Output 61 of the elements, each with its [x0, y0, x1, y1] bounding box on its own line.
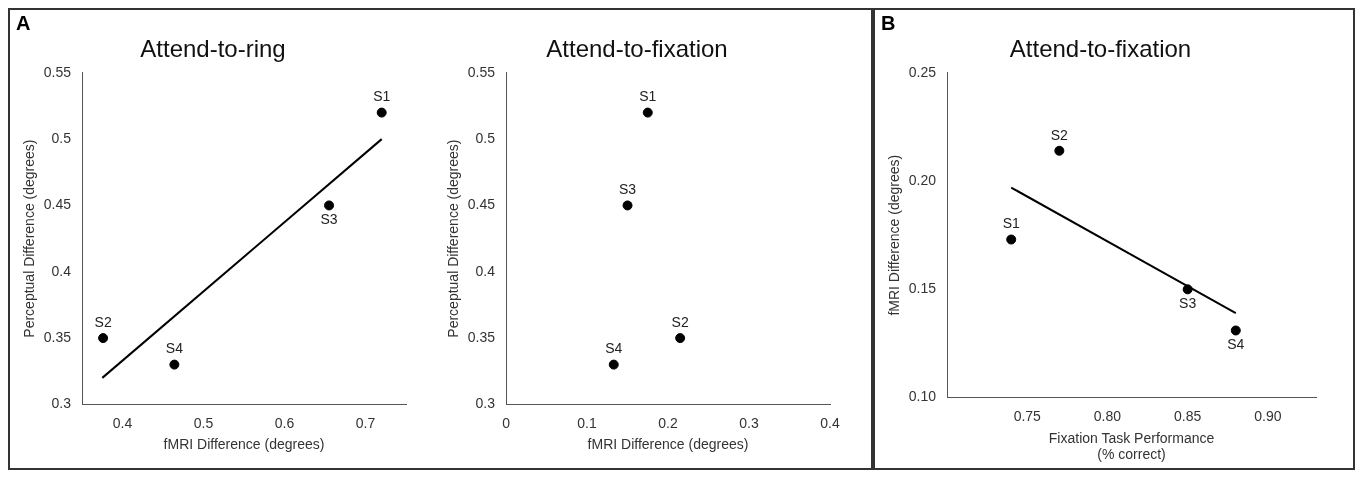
point	[169, 359, 180, 370]
chart-title: Attend-to-ring	[140, 35, 286, 63]
text: B	[881, 12, 896, 35]
y-tick-label: 0.45	[467, 196, 496, 213]
x-tick-label: 0.4	[820, 414, 840, 431]
data-label: S4	[605, 340, 623, 357]
x-tick-label: 0.80	[1093, 407, 1122, 424]
y-tick-label: 0.3	[475, 395, 496, 412]
y-tick-label: 0.5	[51, 129, 72, 146]
point	[1230, 325, 1241, 336]
data-label: S1	[639, 88, 657, 105]
y-axis-title: Perceptual Difference (degrees)	[445, 139, 462, 338]
x-tick-label: 0.6	[274, 414, 295, 431]
point	[1182, 284, 1193, 295]
x-tick-label: 0.90	[1254, 407, 1282, 424]
x-tick-label: 0.4	[112, 414, 133, 431]
data-label: S1	[1002, 215, 1020, 232]
y-tick-label: 0.35	[43, 328, 72, 345]
data-label: S3	[618, 181, 637, 198]
point	[642, 107, 653, 118]
point	[675, 333, 686, 344]
y-tick-label: 0.55	[43, 63, 72, 80]
point	[324, 200, 335, 211]
data-label: S2	[671, 313, 689, 330]
data-label: S3	[1179, 295, 1197, 312]
y-tick-label: 0.45	[43, 196, 72, 213]
point	[622, 200, 633, 211]
data-label: S2	[94, 313, 112, 330]
data-label: S4	[1227, 336, 1245, 353]
data-label: S3	[320, 211, 338, 228]
y-tick-label: 0.4	[51, 262, 72, 279]
y-tick-label: 0.10	[908, 388, 937, 405]
x-tick-label: 0.3	[739, 414, 759, 431]
x-tick-label: 0.85	[1174, 407, 1202, 424]
x-tick-label: 0	[502, 414, 511, 431]
y-tick-label: 0.35	[467, 328, 496, 345]
y-axis-title: Perceptual Difference (degrees)	[21, 139, 38, 338]
text: A	[16, 12, 31, 35]
y-tick-label: 0.15	[908, 280, 937, 297]
point	[98, 333, 109, 344]
point	[376, 107, 387, 118]
y-tick-label: 0.4	[475, 262, 496, 279]
y-tick-label: 0.20	[908, 171, 937, 188]
x-tick-label: 0.75	[1013, 407, 1042, 424]
y-tick-label: 0.5	[475, 129, 496, 146]
y-axis-title: fMRI Difference (degrees)	[886, 154, 903, 316]
y-tick-label: 0.55	[467, 63, 496, 80]
point	[608, 359, 619, 370]
point	[1006, 234, 1017, 245]
y-tick-label: 0.25	[908, 63, 937, 80]
x-tick-label: 0.1	[577, 414, 597, 431]
x-tick-label: 0.2	[658, 414, 678, 431]
x-tick-label: 0.5	[193, 414, 214, 431]
y-tick-label: 0.3	[51, 395, 72, 412]
data-label: S2	[1050, 126, 1069, 143]
point	[1054, 145, 1065, 156]
x-tick-label: 0.7	[355, 414, 376, 431]
data-label: S1	[373, 88, 391, 105]
data-label: S4	[165, 340, 184, 357]
chart-title: Attend-to-fixation	[546, 35, 728, 63]
chart-title: Attend-to-fixation	[1009, 35, 1192, 63]
